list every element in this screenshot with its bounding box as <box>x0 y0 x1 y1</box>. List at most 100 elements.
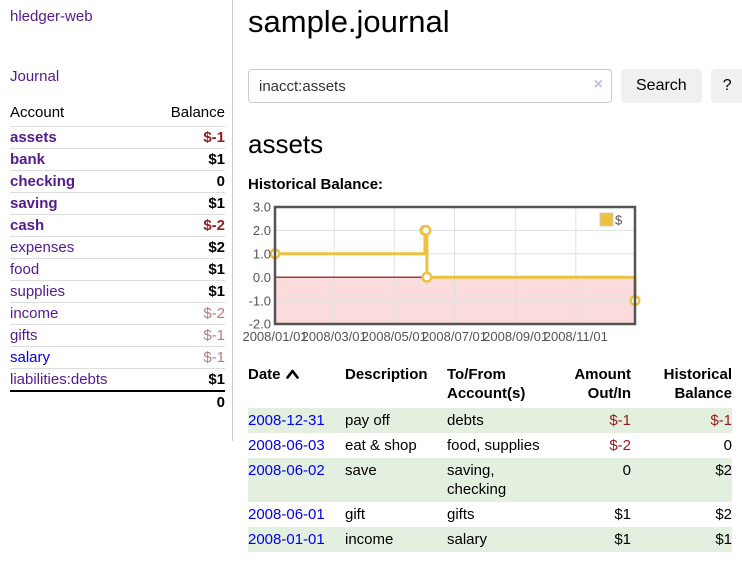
x-axis-labels: 2008/01/01 2008/03/01 2008/05/01 2008/07… <box>242 329 607 344</box>
accounts-total-balance: 0 <box>216 394 225 411</box>
account-link-supplies[interactable]: supplies <box>10 283 66 300</box>
account-row-liabilities-debts: liabilities:debts $1 <box>10 368 225 392</box>
account-balance: $1 <box>208 151 225 168</box>
account-link-expenses[interactable]: expenses <box>10 239 75 256</box>
sidebar: hledger-web Journal Account Balance asse… <box>0 0 233 441</box>
svg-text:2008/01/01: 2008/01/01 <box>242 329 307 344</box>
main-content: sample.journal × Search ? assets Histori… <box>233 0 742 552</box>
accounts-header-balance: Balance <box>170 104 225 121</box>
balance-series-points <box>269 224 641 307</box>
register-row: 2008-12-31 pay off debts $-1 $-1 <box>248 408 732 433</box>
account-link-cash[interactable]: cash <box>10 217 45 234</box>
account-balance: $-2 <box>203 217 225 234</box>
account-balance: $1 <box>208 371 225 388</box>
transaction-balance: $2 <box>639 458 732 502</box>
sort-ascending-icon <box>285 365 299 384</box>
clear-search-icon[interactable]: × <box>593 76 603 93</box>
account-row-cash: cash $-2 <box>10 214 225 237</box>
svg-text:2.0: 2.0 <box>253 223 271 238</box>
transaction-amount: $1 <box>614 506 631 523</box>
search-form: × Search ? <box>248 69 742 103</box>
transaction-date-link[interactable]: 2008-06-03 <box>248 437 325 454</box>
register-table: Date Description To/From Account(s) Amou… <box>248 363 732 552</box>
transaction-accounts: gifts <box>447 506 475 523</box>
transaction-description: eat & shop <box>345 437 417 454</box>
transaction-accounts: salary <box>447 527 555 552</box>
y-axis-labels: 3.0 2.0 1.0 0.0 -1.0 -2.0 <box>249 200 271 332</box>
transaction-balance: $1 <box>639 527 732 552</box>
svg-text:2008/09/01: 2008/09/01 <box>483 329 548 344</box>
page-title: sample.journal <box>248 4 450 39</box>
svg-text:-2.0: -2.0 <box>249 317 271 332</box>
account-row-gifts: gifts $-1 <box>10 324 225 347</box>
legend-swatch <box>599 212 614 227</box>
transaction-accounts: saving, checking <box>447 458 555 502</box>
transaction-date-link[interactable]: 2008-06-01 <box>248 506 325 523</box>
svg-text:3.0: 3.0 <box>253 200 271 215</box>
transaction-date-link[interactable]: 2008-12-31 <box>248 412 325 429</box>
account-row-bank: bank $1 <box>10 148 225 171</box>
transaction-description: pay off <box>345 408 447 433</box>
account-row-income: income $-2 <box>10 302 225 325</box>
balance-chart: $ 3.0 2.0 1.0 0.0 -1.0 -2.0 2008/01/01 2… <box>242 200 742 346</box>
account-balance: 0 <box>216 173 225 190</box>
account-balance: $1 <box>208 261 225 278</box>
account-link-salary[interactable]: salary <box>10 349 51 366</box>
register-row: 2008-06-02 save saving, checking 0 $2 <box>248 458 732 502</box>
account-heading: assets <box>248 129 324 159</box>
transaction-description: income <box>345 527 447 552</box>
page: hledger-web Journal Account Balance asse… <box>0 0 742 552</box>
account-link-food[interactable]: food <box>10 261 40 278</box>
account-balance: $1 <box>208 195 225 212</box>
account-row-food: food $1 <box>10 258 225 281</box>
register-row: 2008-06-03 eat & shop food, supplies $-2… <box>248 433 732 458</box>
search-box: × <box>248 69 612 103</box>
account-link-liabilities-debts[interactable]: liabilities:debts <box>10 371 108 388</box>
chart-title: Historical Balance: <box>248 176 384 193</box>
svg-text:2008/05/01: 2008/05/01 <box>362 329 427 344</box>
brand-link[interactable]: hledger-web <box>10 8 93 25</box>
register-header-amount: Amount Out/In <box>574 366 631 402</box>
account-link-assets[interactable]: assets <box>10 129 57 146</box>
svg-text:2008/03/01: 2008/03/01 <box>302 329 367 344</box>
accounts-header-row: Account Balance <box>10 100 225 127</box>
account-link-bank[interactable]: bank <box>10 151 46 168</box>
account-row-saving: saving $1 <box>10 192 225 215</box>
account-link-gifts[interactable]: gifts <box>10 327 38 344</box>
register-header-account: To/From Account(s) <box>447 366 526 402</box>
transaction-description: save <box>345 458 447 502</box>
register-header-row: Date Description To/From Account(s) Amou… <box>248 363 732 408</box>
account-balance: $-2 <box>203 305 225 322</box>
register-header-description: Description <box>345 366 428 383</box>
account-balance: $1 <box>208 283 225 300</box>
account-link-checking[interactable]: checking <box>10 173 76 190</box>
data-point <box>421 271 433 283</box>
register-header-date[interactable]: Date <box>248 363 345 408</box>
account-row-checking: checking 0 <box>10 170 225 193</box>
transaction-date-link[interactable]: 2008-06-02 <box>248 462 325 479</box>
account-row-expenses: expenses $2 <box>10 236 225 259</box>
search-button[interactable]: Search <box>621 69 702 103</box>
account-link-saving[interactable]: saving <box>10 195 58 212</box>
svg-text:1.0: 1.0 <box>253 247 271 262</box>
accounts-total-row: 0 <box>10 391 225 413</box>
transaction-accounts: food, supplies <box>447 437 540 454</box>
transaction-balance: $-1 <box>639 408 732 433</box>
account-link-income[interactable]: income <box>10 305 59 322</box>
transaction-amount: $1 <box>555 527 639 552</box>
svg-text:0.0: 0.0 <box>253 270 271 285</box>
register-header-balance: Historical Balance <box>663 366 732 402</box>
account-balance: $2 <box>208 239 225 256</box>
transaction-date-link[interactable]: 2008-01-01 <box>248 531 325 548</box>
account-row-salary: salary $-1 <box>10 346 225 369</box>
search-help-button[interactable]: ? <box>710 69 742 103</box>
transaction-accounts: debts <box>447 408 555 433</box>
data-point <box>420 224 432 236</box>
transaction-amount: $-1 <box>555 408 639 433</box>
nav-journal-link[interactable]: Journal <box>10 68 60 85</box>
transaction-balance: $2 <box>715 506 732 523</box>
account-row-assets: assets $-1 <box>10 126 225 149</box>
search-input[interactable] <box>248 69 612 103</box>
account-balance: $-1 <box>203 349 225 366</box>
chart-legend: $ <box>599 212 623 228</box>
